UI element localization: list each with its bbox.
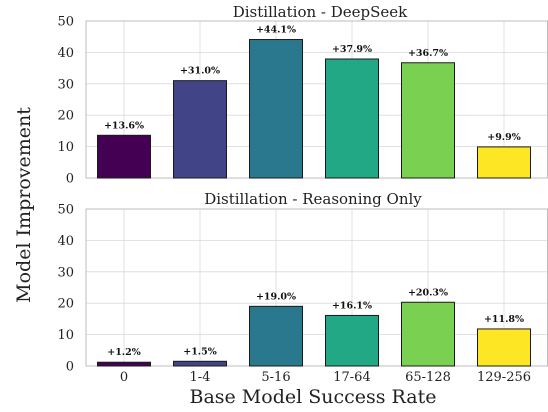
panel-title: Distillation - DeepSeek [233,3,408,21]
bar [97,361,151,367]
x-tick-label: 1-4 [190,370,211,385]
y-tick-label: 0 [66,360,74,375]
bar [325,314,379,367]
y-tick-label: 10 [57,140,74,155]
y-tick-label: 40 [57,234,74,249]
y-tick-label: 50 [57,15,74,30]
bar [401,62,455,179]
panel-deepseek: Distillation - DeepSeek 0 10 20 30 40 50 +13.6… [57,3,548,187]
bar [477,146,531,179]
bar [477,328,531,367]
x-axis-label: Base Model Success Rate [189,386,436,408]
y-tick-label: 30 [57,265,74,280]
x-tick-label: 5-16 [261,370,290,385]
data-label: +16.1% [332,300,372,311]
y-tick-label: 0 [66,172,74,187]
data-label: +9.9% [487,132,521,143]
x-tick-label: 17-64 [333,370,370,385]
bar [97,134,151,179]
bar [249,305,303,367]
y-tick-label: 20 [57,109,74,124]
data-label: +37.9% [332,44,372,55]
data-label: +36.7% [408,48,448,59]
y-tick-label: 40 [57,46,74,61]
data-label: +44.1% [256,25,296,36]
y-tick-label: 20 [57,297,74,312]
x-tick-label: 65-128 [405,370,451,385]
data-label: +1.5% [183,346,217,357]
panel-reasoning-only: Distillation - Reasoning Only 0 10 20 30 40 5… [57,190,548,385]
data-label: +19.0% [256,291,296,302]
data-label: +31.0% [180,66,220,77]
bar [173,80,227,179]
x-tick-label: 0 [120,370,128,385]
y-tick-label: 10 [57,328,74,343]
y-tick-label: 30 [57,77,74,92]
bar [401,301,455,367]
bar [325,58,379,179]
data-label: +13.6% [104,120,144,131]
y-axis-label: Model Improvement [13,107,35,303]
data-label: +1.2% [107,347,141,358]
bar [173,360,227,367]
data-label: +11.8% [484,314,524,325]
y-tick-label: 50 [57,203,74,218]
data-label: +20.3% [408,287,448,298]
x-tick-label: 129-256 [477,370,531,385]
bar [249,39,303,179]
panel-title: Distillation - Reasoning Only [204,190,422,208]
